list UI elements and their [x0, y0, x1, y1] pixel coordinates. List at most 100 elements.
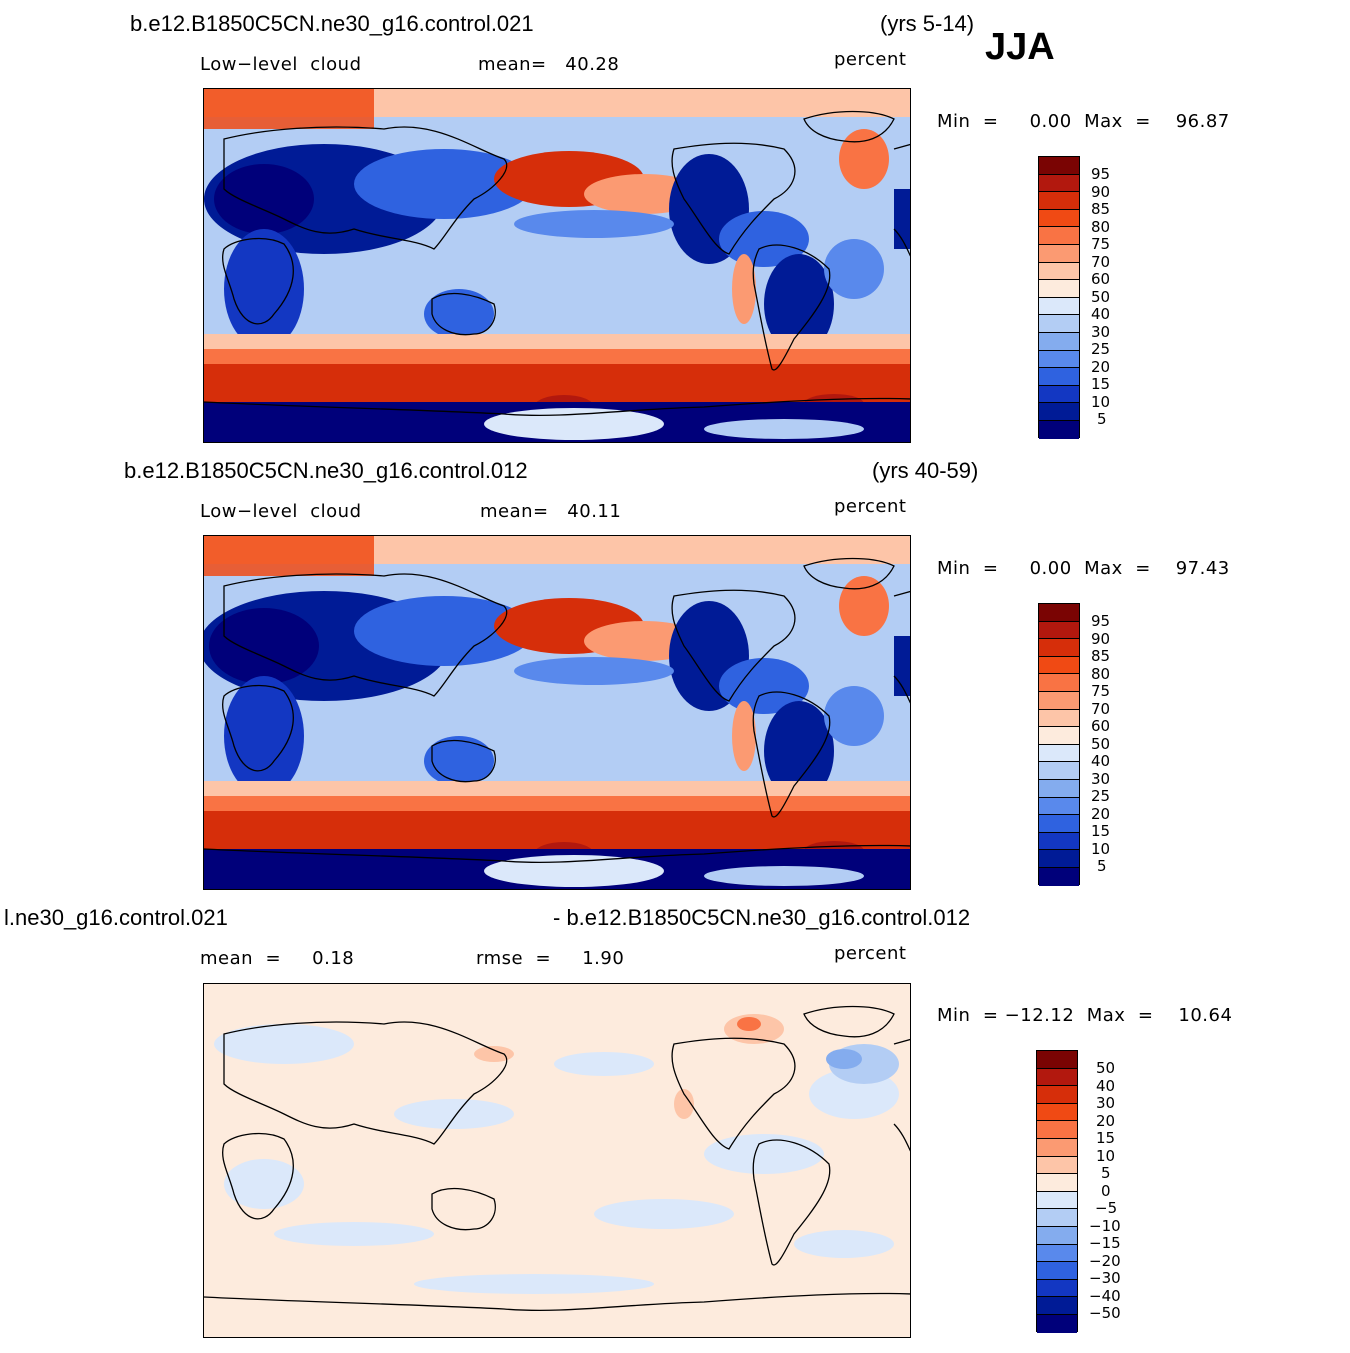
panel2-colorbar-swatch: [1039, 621, 1079, 640]
panel3-map: [203, 983, 911, 1338]
panel3-colorbar-swatch: [1037, 1156, 1077, 1175]
panel1-units: percent: [834, 49, 907, 70]
panel3-mean: mean = 0.18: [200, 948, 355, 969]
panel3-cbar-label: 20: [1096, 1112, 1116, 1130]
panel3-colorbar-swatch: [1037, 1297, 1077, 1315]
panel1-cbar-label: 40: [1091, 305, 1111, 323]
panel3-cbar-label: −40: [1089, 1287, 1121, 1305]
panel2-colorbar-swatch: [1039, 727, 1079, 745]
panel3-colorbar-swatch: [1037, 1314, 1077, 1333]
panel2-cbar-label: 75: [1091, 682, 1111, 700]
panel1-cbar-label: 95: [1091, 165, 1111, 183]
panel2-cbar-label: 80: [1091, 665, 1111, 683]
panel1-colorbar: [1038, 156, 1080, 439]
panel3-cbar-label: 15: [1096, 1129, 1116, 1147]
panel3-cbar-label: 50: [1096, 1059, 1116, 1077]
panel1-cbar-label: 50: [1091, 288, 1111, 306]
panel2-colorbar-swatch: [1039, 656, 1079, 675]
panel2-map: [203, 535, 911, 890]
panel2-cbar-label: 95: [1091, 612, 1111, 630]
panel2-colorbar-swatch: [1039, 674, 1079, 692]
panel1-colorbar-swatch: [1039, 244, 1079, 263]
panel3-colorbar: [1036, 1050, 1078, 1333]
panel1-cbar-label: 70: [1091, 253, 1111, 271]
panel3-colorbar-swatch: [1037, 1103, 1077, 1122]
panel2-colorbar-swatch: [1039, 867, 1079, 886]
panel1-cbar-label: 85: [1091, 200, 1111, 218]
panel3-colorbar-swatch: [1037, 1051, 1077, 1069]
panel1-colorbar-swatch: [1039, 174, 1079, 193]
panel2-cbar-label: 60: [1091, 717, 1111, 735]
season-label: JJA: [985, 26, 1055, 68]
panel2-units: percent: [834, 496, 907, 517]
panel3-cbar-label: −15: [1089, 1234, 1121, 1252]
panel3-cbar-label: 0: [1101, 1182, 1111, 1200]
panel3-map-field: [204, 984, 910, 1337]
panel2-colorbar-swatch: [1039, 709, 1079, 728]
panel2-cbar-label: 50: [1091, 735, 1111, 753]
panel3-cbar-label: −50: [1089, 1304, 1121, 1322]
panel3-rmse: rmse = 1.90: [476, 948, 625, 969]
panel2-cbar-label: 20: [1091, 805, 1111, 823]
panel1-cbar-label: 25: [1091, 340, 1111, 358]
panel1-map-field: [204, 89, 910, 442]
panel3-cbar-label: 10: [1096, 1147, 1116, 1165]
panel3-cbar-label: 30: [1096, 1094, 1116, 1112]
panel2-colorbar-swatch: [1039, 691, 1079, 710]
panel2-cbar-label: 90: [1091, 630, 1111, 648]
panel2-cbar-label: 40: [1091, 752, 1111, 770]
panel2-cbar-label: 10: [1091, 840, 1111, 858]
panel1-case-name: b.e12.B1850C5CN.ne30_g16.control.021: [130, 11, 534, 36]
panel2-field-label: Low−level cloud: [200, 501, 362, 522]
panel3-colorbar-swatch: [1037, 1086, 1077, 1104]
panel1-colorbar-swatch: [1039, 332, 1079, 351]
panel3-colorbar-swatch: [1037, 1138, 1077, 1157]
panel2-colorbar: [1038, 603, 1080, 886]
panel1-cbar-label: 80: [1091, 218, 1111, 236]
panel1-colorbar-swatch: [1039, 385, 1079, 404]
panel1-colorbar-swatch: [1039, 262, 1079, 281]
panel3-colorbar-swatch: [1037, 1174, 1077, 1192]
panel1-cbar-label: 90: [1091, 183, 1111, 201]
panel1-cbar-label: 15: [1091, 375, 1111, 393]
panel3-colorbar-swatch: [1037, 1191, 1077, 1210]
panel1-cbar-label: 20: [1091, 358, 1111, 376]
panel1-years: (yrs 5-14): [880, 11, 975, 36]
panel1-cbar-label: 75: [1091, 235, 1111, 253]
panel3-cbar-label: −10: [1089, 1217, 1121, 1235]
panel3-minus-case: - b.e12.B1850C5CN.ne30_g16.control.012: [553, 905, 971, 930]
panel2-mean: mean= 40.11: [480, 501, 622, 522]
panel1-colorbar-swatch: [1039, 192, 1079, 210]
panel2-cbar-label: 25: [1091, 787, 1111, 805]
panel2-cbar-label: 70: [1091, 700, 1111, 718]
panel3-cbar-label: −20: [1089, 1252, 1121, 1270]
panel3-colorbar-swatch: [1037, 1226, 1077, 1245]
panel2-colorbar-swatch: [1039, 832, 1079, 851]
panel2-colorbar-swatch: [1039, 850, 1079, 868]
panel3-cbar-label: −30: [1089, 1269, 1121, 1287]
panel1-map: [203, 88, 911, 443]
panel1-colorbar-swatch: [1039, 315, 1079, 333]
panel1-colorbar-swatch: [1039, 209, 1079, 228]
panel3-minmax: Min = −12.12 Max = 10.64: [937, 1005, 1233, 1026]
panel1-field-label: Low−level cloud: [200, 54, 362, 75]
panel2-colorbar-swatch: [1039, 639, 1079, 657]
panel2-colorbar-swatch: [1039, 779, 1079, 798]
panel2-colorbar-swatch: [1039, 604, 1079, 622]
panel3-cbar-label: −5: [1095, 1199, 1118, 1217]
panel3-case-name: l.ne30_g16.control.021: [4, 905, 228, 930]
panel1-minmax: Min = 0.00 Max = 96.87: [937, 111, 1230, 132]
panel1-colorbar-swatch: [1039, 350, 1079, 369]
panel1-cbar-label: 60: [1091, 270, 1111, 288]
panel3-cbar-label: 5: [1101, 1164, 1111, 1182]
panel2-case-name: b.e12.B1850C5CN.ne30_g16.control.012: [124, 458, 528, 483]
panel1-cbar-label: 5: [1097, 410, 1107, 428]
panel1-mean: mean= 40.28: [478, 54, 620, 75]
panel2-cbar-label: 85: [1091, 647, 1111, 665]
panel1-colorbar-swatch: [1039, 420, 1079, 439]
panel3-colorbar-swatch: [1037, 1279, 1077, 1298]
panel2-colorbar-swatch: [1039, 797, 1079, 816]
panel2-years: (yrs 40-59): [872, 458, 979, 483]
panel3-colorbar-swatch: [1037, 1209, 1077, 1227]
panel3-units: percent: [834, 943, 907, 964]
